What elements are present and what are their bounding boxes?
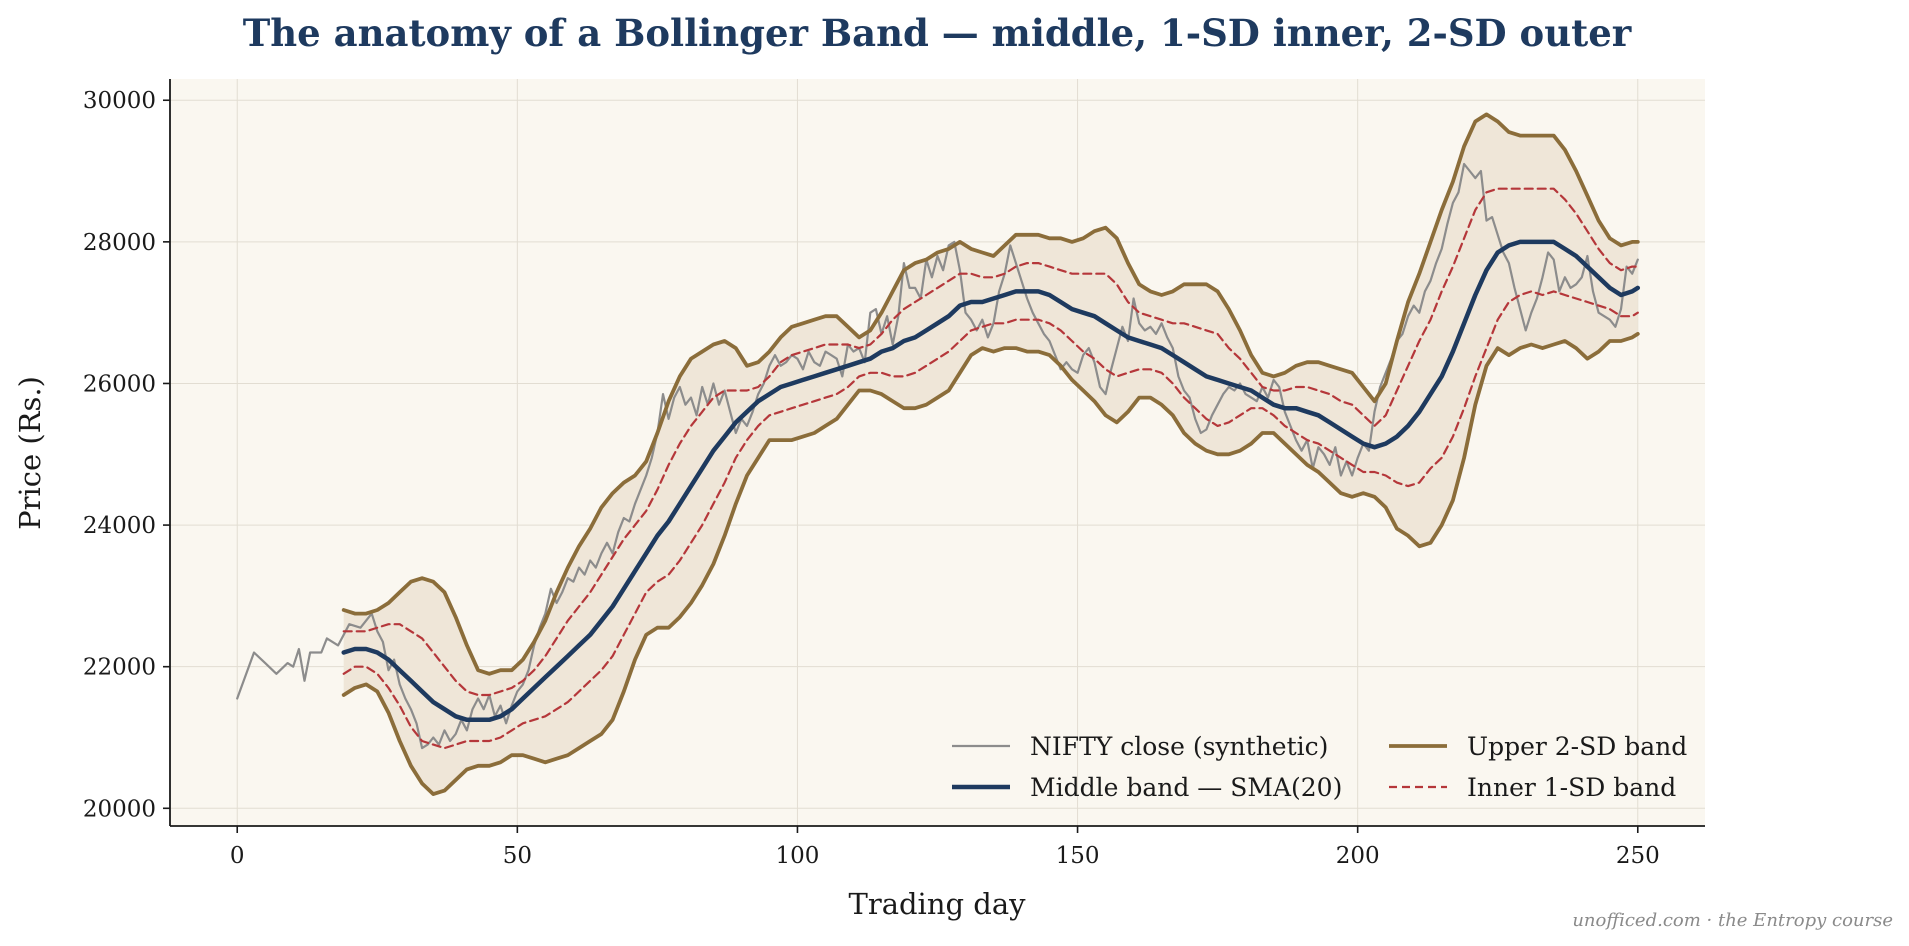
y-tick-label: 28000: [83, 230, 156, 256]
band-fill: [343, 114, 1638, 795]
x-tick-label: 100: [775, 843, 819, 869]
x-tick-label: 150: [1056, 843, 1100, 869]
watermark: unofficed.com · the Entropy course: [1572, 910, 1893, 931]
close-series-line: [236, 162, 1639, 750]
series-lines: [236, 112, 1641, 796]
x-tick-label: 0: [230, 843, 245, 869]
x-tick-label: 200: [1336, 843, 1380, 869]
x-axis-label: Trading day: [848, 887, 1026, 921]
y-tick-label: 20000: [83, 796, 156, 822]
y-tick-label: 22000: [83, 655, 156, 681]
legend: NIFTY close (synthetic) Middle band — SMA…: [952, 732, 1687, 802]
y-tick-label: 24000: [83, 513, 156, 539]
x-tick-label: 250: [1616, 843, 1660, 869]
legend-label-middle: Middle band — SMA(20): [1030, 773, 1342, 802]
y-axis-label: Price (Rs.): [13, 376, 47, 530]
chart-title: The anatomy of a Bollinger Band — middle…: [243, 11, 1632, 55]
upper-1sd-line: [342, 187, 1639, 697]
band-2sd-fill: [343, 114, 1638, 795]
axes: [169, 79, 1705, 827]
x-tick-label: 50: [503, 843, 532, 869]
legend-label-inner1: Inner 1-SD band: [1467, 773, 1676, 802]
lower-2sd-line: [341, 332, 1640, 796]
middle-sma-line: [341, 239, 1641, 723]
lower-1sd-line: [342, 290, 1639, 750]
legend-label-close: NIFTY close (synthetic): [1030, 732, 1328, 761]
upper-2sd-line: [341, 112, 1640, 676]
ticks: 0 50 100 150 200 250 20000 22000 24000 26000 28000…: [83, 88, 1660, 869]
y-tick-label: 30000: [83, 88, 156, 114]
y-tick-label: 26000: [83, 371, 156, 397]
legend-label-upper2: Upper 2-SD band: [1467, 732, 1687, 761]
